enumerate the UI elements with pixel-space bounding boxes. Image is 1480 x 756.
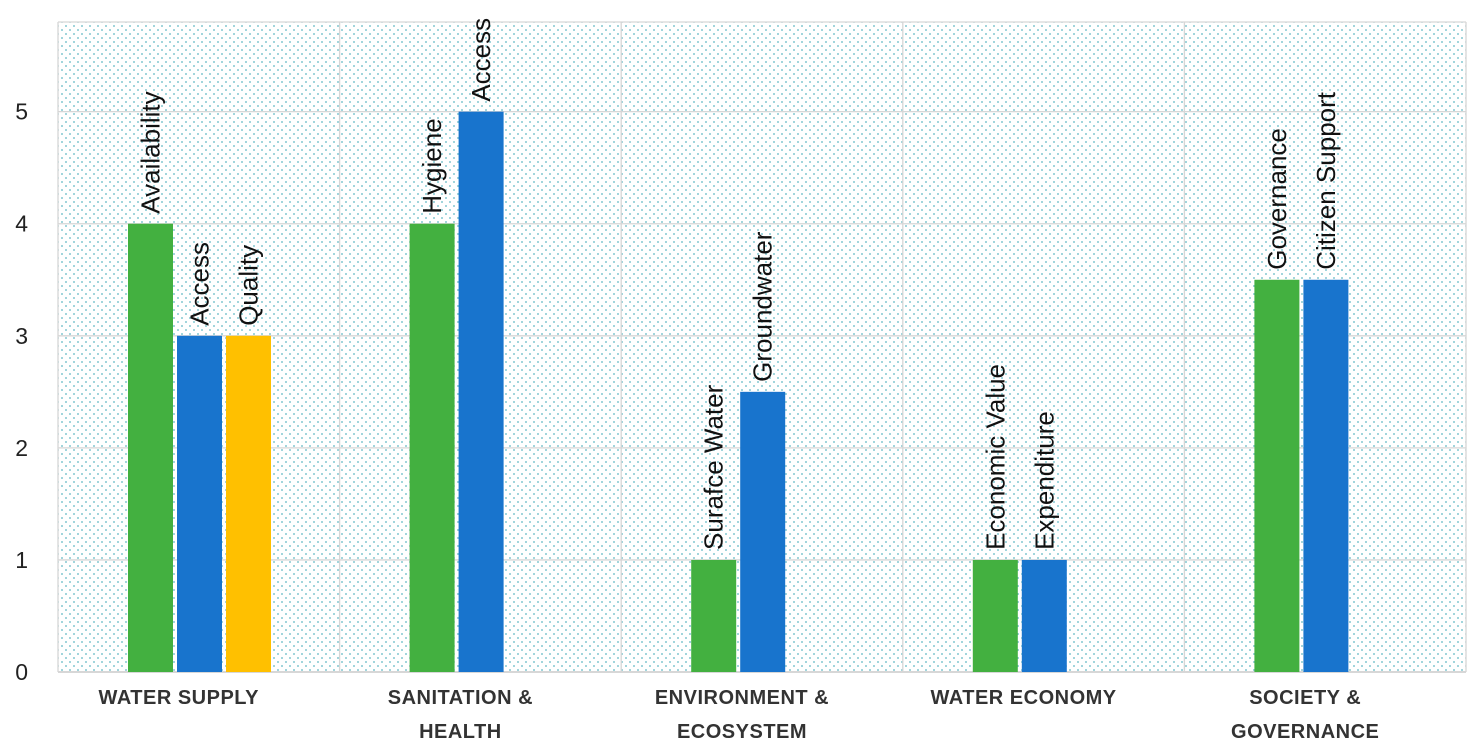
x-axis: WATER SUPPLY SANITATION & HEALTH ENVIRONMEN… (99, 687, 1379, 743)
bar (409, 223, 455, 673)
y-tick-label: 5 (15, 99, 28, 125)
bar-label: Surafce Water (699, 384, 729, 550)
bar (740, 391, 786, 672)
bar-label: Availability (136, 91, 166, 213)
bar-label: Groundwater (748, 231, 778, 382)
bar-label: Access (185, 242, 215, 326)
bar-label: Quality (234, 245, 264, 326)
y-tick-label: 4 (15, 211, 28, 237)
bar-label: Governance (1262, 128, 1292, 270)
bar (226, 335, 271, 672)
y-tick-label: 2 (15, 435, 28, 461)
y-axis: 0 1 2 3 4 5 (15, 99, 28, 685)
bar (972, 559, 1018, 672)
x-category-label: ENVIRONMENT & (655, 687, 829, 709)
bars (128, 111, 1349, 673)
bar (691, 559, 737, 672)
bar (1021, 559, 1067, 672)
bar (128, 223, 173, 673)
x-category-label: ECOSYSTEM (677, 721, 807, 743)
bar-label: Access (466, 18, 496, 102)
bar-label: Hygiene (417, 118, 447, 213)
x-category-label: HEALTH (419, 721, 502, 743)
bar (177, 335, 222, 672)
y-tick-label: 1 (15, 547, 28, 573)
bar-label: Expenditure (1029, 411, 1059, 550)
bar (1303, 279, 1349, 672)
y-tick-label: 0 (15, 659, 28, 685)
x-category-label: WATER SUPPLY (99, 687, 260, 709)
bar (458, 111, 504, 673)
bar-label: Economic Value (980, 364, 1010, 550)
y-tick-label: 3 (15, 323, 28, 349)
x-category-label: SOCIETY & (1249, 687, 1361, 709)
x-category-label: GOVERNANCE (1231, 721, 1379, 743)
x-category-label: SANITATION & (388, 687, 533, 709)
bar (1254, 279, 1300, 672)
bar-labels: Availability Access Quality Hygiene Access Su… (136, 18, 1341, 550)
bar-label: Citizen Support (1311, 91, 1341, 270)
x-category-label: WATER ECONOMY (931, 687, 1117, 709)
